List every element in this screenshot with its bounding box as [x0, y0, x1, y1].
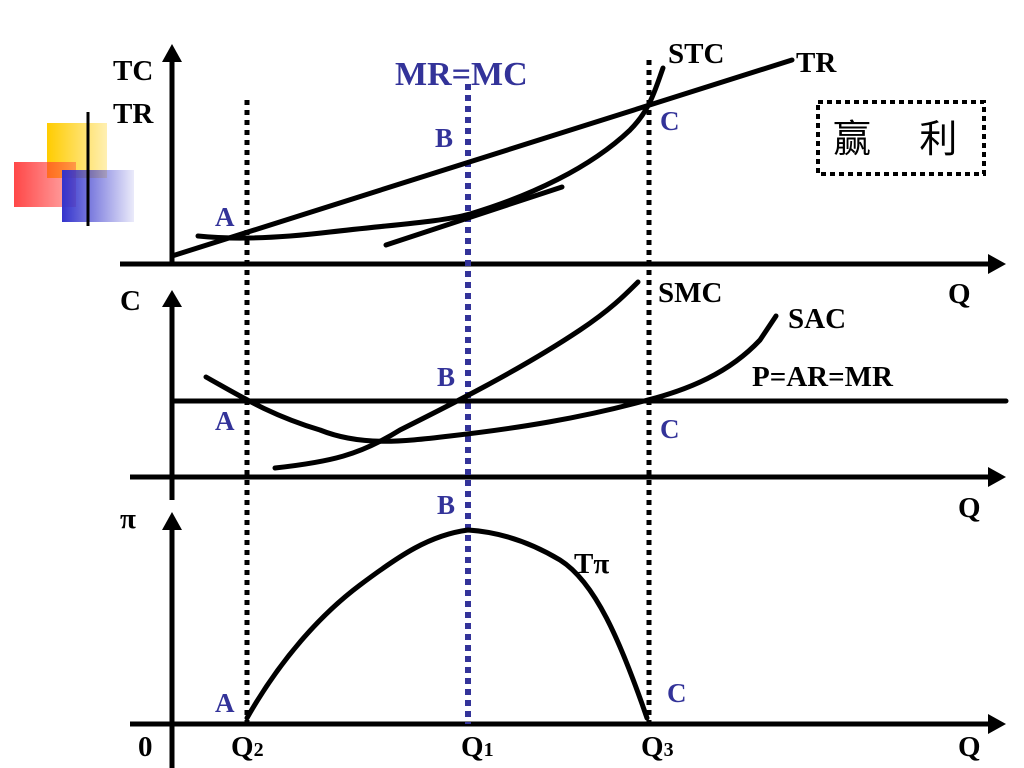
total-profit-curve: [244, 527, 650, 721]
q1-tick-label: Q1: [461, 731, 494, 763]
tangent-line: [383, 184, 565, 248]
top-y-label-tr: TR: [113, 98, 154, 130]
x-axis-top-arrow: [988, 254, 1006, 274]
title-box: 赢 利: [816, 100, 986, 176]
top-point-b: B: [435, 123, 453, 153]
x-axis-middle-arrow: [988, 467, 1006, 487]
top-y-label-tc: TC: [113, 55, 153, 87]
q3-tick-label: Q3: [641, 731, 674, 763]
top-point-a: A: [215, 202, 235, 232]
title-box-text: 赢 利: [833, 117, 957, 161]
stc-curve: [195, 65, 666, 241]
smc-label: SMC: [658, 277, 722, 309]
sac-curve: [203, 313, 779, 444]
middle-point-b: B: [437, 362, 455, 392]
decorative-squares: [14, 112, 960, 226]
y-axis-middle-arrow: [162, 290, 182, 307]
bottom-y-label: π: [120, 503, 136, 535]
y-axis-bottom-arrow: [162, 512, 182, 530]
top-panel-curves: [169, 57, 795, 259]
reference-lines: [244, 60, 652, 724]
sac-label: SAC: [788, 303, 846, 335]
tr-line: [169, 57, 795, 259]
tr-label: TR: [796, 47, 837, 79]
top-point-c: C: [660, 106, 680, 136]
bottom-x-label: Q: [958, 731, 981, 763]
q2-tick-label: Q2: [231, 731, 264, 763]
middle-y-label: C: [120, 285, 141, 317]
bottom-point-a: A: [215, 688, 235, 718]
bottom-point-c: C: [667, 678, 687, 708]
title-box-border: [816, 100, 986, 176]
axes: [120, 44, 1006, 768]
mr-mc-label: MR=MC: [395, 56, 528, 93]
smc-curve: [272, 279, 641, 471]
total-profit-label: Tπ: [574, 548, 609, 580]
stc-label: STC: [668, 38, 724, 70]
middle-point-c: C: [660, 414, 680, 444]
deco-blue-square: [62, 170, 134, 222]
bottom-panel-curves: [244, 527, 650, 721]
x-axis-bottom-arrow: [988, 714, 1006, 734]
price-label: P=AR=MR: [752, 361, 894, 393]
y-axis-top-arrow: [162, 44, 182, 62]
middle-x-label: Q: [958, 492, 981, 524]
middle-point-a: A: [215, 406, 235, 436]
origin-label: 0: [138, 731, 153, 763]
middle-panel-curves: [169, 279, 1009, 471]
top-x-label: Q: [948, 278, 971, 310]
bottom-point-b: B: [437, 490, 455, 520]
